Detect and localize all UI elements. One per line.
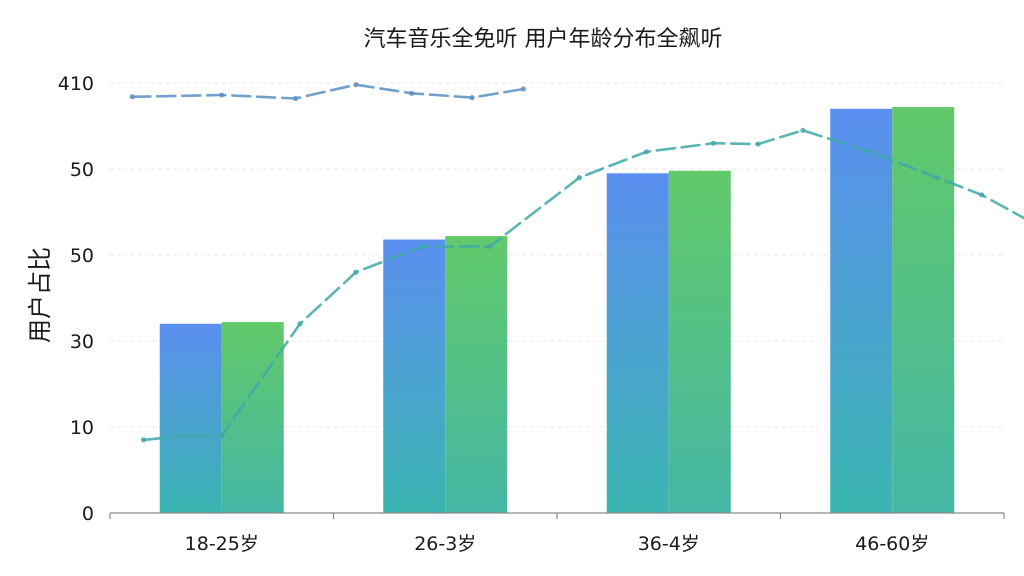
line-point xyxy=(520,86,527,92)
line-point xyxy=(755,141,761,147)
y-tick-label: 50 xyxy=(70,159,94,181)
line-point xyxy=(867,149,873,155)
ticks: 0 10 30 50 50 410 18-25岁 26-3岁 36-4岁 46-60岁 xyxy=(58,73,1005,555)
line-point xyxy=(140,437,147,443)
line-point xyxy=(979,192,985,198)
y-tick-label: 10 xyxy=(70,417,94,439)
line-point xyxy=(409,90,415,96)
x-tick-label: 18-25岁 xyxy=(185,533,259,555)
bar xyxy=(668,170,731,513)
line-point xyxy=(219,433,225,439)
x-tick-label: 46-60岁 xyxy=(855,533,929,555)
chart-title: 汽车音乐全免听 用户年龄分布全飙听 xyxy=(364,27,723,52)
line-point xyxy=(129,94,135,100)
line-point xyxy=(219,92,225,98)
y-tick-label: 30 xyxy=(70,331,94,353)
x-tick-label: 36-4岁 xyxy=(638,533,700,555)
bar xyxy=(445,236,508,513)
series-line xyxy=(131,83,525,100)
bar xyxy=(159,323,222,513)
bar xyxy=(830,108,893,514)
bar xyxy=(892,107,955,513)
x-tick-label: 26-3岁 xyxy=(414,533,476,555)
line-point xyxy=(469,95,475,101)
bars xyxy=(159,107,955,514)
y-tick-label: 50 xyxy=(70,245,94,267)
line-point xyxy=(420,243,426,249)
line-point xyxy=(643,149,650,155)
lines xyxy=(129,82,1024,443)
line-point xyxy=(934,175,940,181)
y-tick-label: 410 xyxy=(58,73,94,95)
bar xyxy=(606,173,669,514)
line-point xyxy=(800,127,806,133)
bar xyxy=(383,239,446,513)
bar xyxy=(221,322,284,513)
line-point xyxy=(353,269,359,275)
y-axis-label: 用户占比 xyxy=(26,247,54,343)
y-tick-label: 0 xyxy=(82,503,94,525)
line-point xyxy=(576,175,582,181)
line-point xyxy=(297,321,303,327)
line-point xyxy=(487,243,493,249)
series-line xyxy=(142,129,1024,442)
line-point xyxy=(185,433,191,439)
line-point xyxy=(353,82,359,88)
line-point xyxy=(710,140,717,146)
line-point xyxy=(292,95,299,102)
